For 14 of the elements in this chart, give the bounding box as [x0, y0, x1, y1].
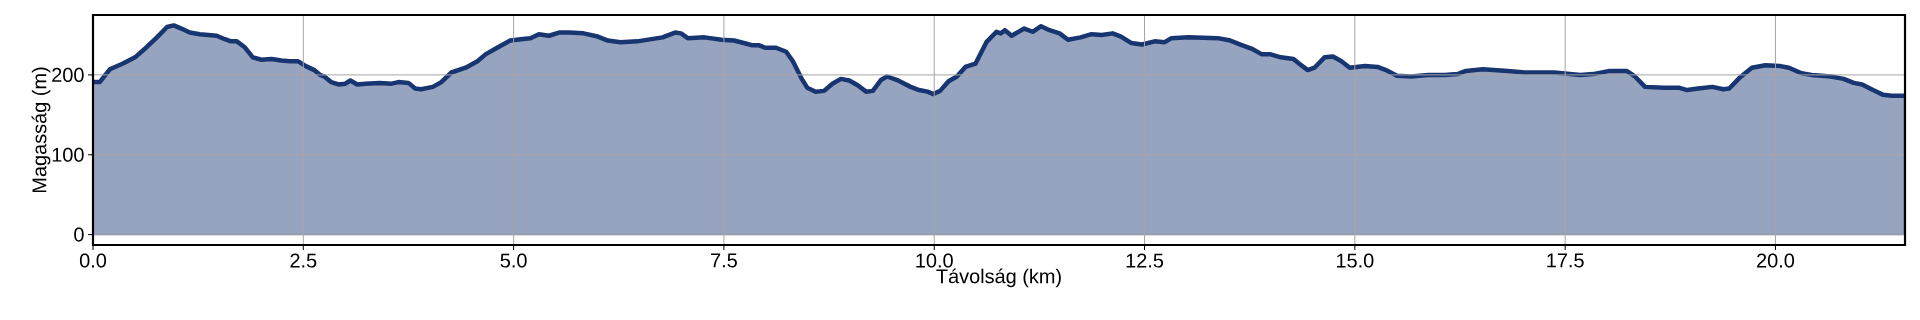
y-tick-label: 100 — [52, 147, 84, 162]
x-tick-label: 5.0 — [500, 253, 527, 268]
x-tick-label: 15.0 — [1336, 253, 1374, 268]
x-tick-label: 10.0 — [916, 253, 953, 268]
y-tick-label: 200 — [52, 67, 84, 82]
x-tick-label: 7.5 — [711, 253, 737, 268]
x-tick-label: 12.5 — [1126, 253, 1164, 268]
x-tick-label: 20.0 — [1757, 253, 1795, 268]
x-axis-title: Távolság (km) — [936, 268, 1061, 288]
x-tick-label: 0.0 — [79, 253, 107, 268]
y-tick-label: 0 — [74, 227, 84, 242]
y-axis-title: Magasság (m) — [31, 67, 51, 193]
x-tick-label: 2.5 — [290, 253, 317, 268]
x-tick-label: 17.5 — [1547, 253, 1584, 268]
